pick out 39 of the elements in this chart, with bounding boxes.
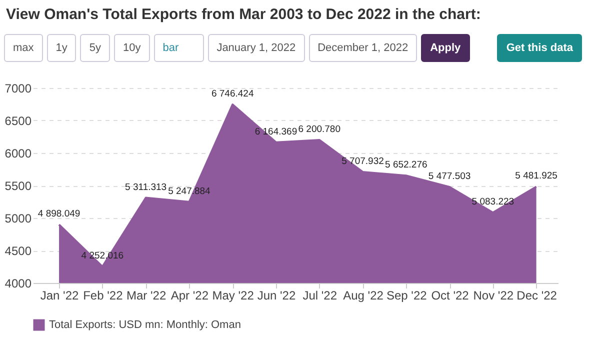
y-tick-label: 6000 (4, 146, 32, 160)
x-tick-label: Nov '22 (473, 288, 514, 302)
x-tick-label: Jun '22 (257, 288, 296, 302)
text: max (4, 34, 43, 62)
text: 5y (80, 34, 110, 62)
data-label: 5 477.503 (428, 170, 471, 182)
y-tick-label: 5500 (4, 179, 32, 193)
text: Get this data (497, 34, 582, 62)
y-tick-label: 6500 (4, 114, 32, 128)
data-label: 5 481.925 (515, 170, 558, 182)
data-label: 4 898.049 (38, 208, 80, 220)
text: January 1, 2022 (208, 34, 305, 62)
y-tick-label: 7000 (4, 82, 32, 96)
data-label: 5 311.313 (125, 182, 167, 193)
data-label: 6 200.780 (298, 124, 340, 135)
text: 1y (46, 34, 76, 62)
x-tick-label: May '22 (212, 288, 254, 302)
data-label: 5 652.276 (385, 160, 428, 171)
x-tick-label: Feb '22 (83, 288, 124, 302)
y-tick-label: 4500 (4, 244, 32, 258)
text: Apply (421, 34, 470, 62)
chart-title: View Oman's Total Exports from Mar 2003 to Dec 2022 in the chart: (5, 5, 482, 25)
text: 10y (114, 34, 150, 62)
x-tick-label: Jul '22 (302, 288, 338, 302)
x-tick-label: Jan '22 (40, 288, 80, 302)
x-tick-label: Aug '22 (343, 288, 384, 302)
x-tick-label: Apr '22 (170, 288, 209, 302)
text: bar (154, 34, 204, 62)
text: December 1, 2022 (308, 34, 418, 62)
y-tick-label: 4000 (4, 276, 32, 290)
x-tick-label: Oct '22 (431, 288, 470, 302)
x-tick-label: Dec '22 (516, 288, 558, 302)
y-tick-label: 5000 (4, 212, 32, 226)
data-label: 6 164.369 (254, 126, 298, 138)
x-tick-label: Sep '22 (386, 288, 428, 302)
data-label: 6 746.424 (211, 88, 254, 100)
data-label: 5 707.932 (342, 156, 384, 167)
x-tick-label: Mar '22 (126, 288, 166, 302)
legend-label: Total Exports: USD mn: Monthly: Oman (49, 319, 241, 331)
